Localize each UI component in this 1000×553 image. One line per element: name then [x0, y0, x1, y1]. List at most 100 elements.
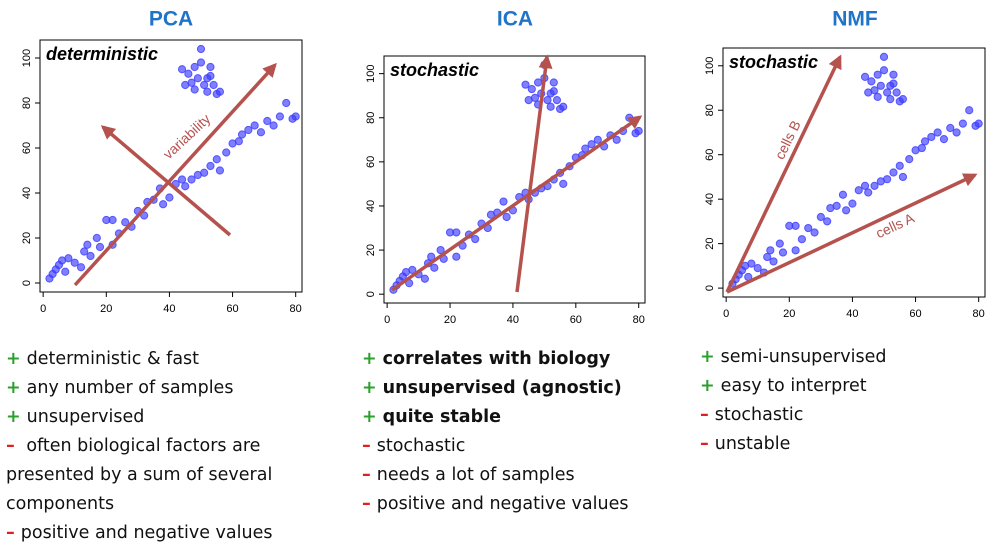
x-tick-label: 80 [290, 303, 302, 315]
note-sign: – [6, 523, 15, 543]
note-text: easy to interpret [720, 376, 867, 396]
point [121, 218, 130, 227]
arrow [515, 54, 553, 293]
point [898, 95, 908, 104]
point [838, 190, 848, 199]
x-tick-label: 60 [570, 314, 582, 326]
point [889, 79, 898, 88]
point [543, 96, 552, 105]
y-tick-label: 20 [21, 232, 33, 244]
point [974, 119, 983, 128]
point [95, 242, 105, 252]
point [524, 96, 533, 105]
point [190, 62, 199, 72]
point [775, 239, 784, 248]
point [747, 259, 756, 268]
note: + unsupervised (agnostic) [362, 374, 692, 403]
note-sign: – [700, 405, 709, 425]
point [177, 65, 187, 74]
point [430, 263, 439, 272]
note-sign: + [362, 378, 377, 398]
point [939, 135, 949, 144]
note-sign: + [6, 407, 21, 427]
note-text: unstable [714, 434, 791, 454]
point [860, 72, 870, 82]
notes: + deterministic & fast + any number of samp… [6, 345, 316, 548]
point [791, 246, 800, 255]
point [181, 182, 190, 191]
note: + any number of samples [6, 374, 316, 403]
point [905, 155, 914, 164]
y-tick-label: 20 [365, 244, 377, 256]
y-tick-label: 20 [704, 238, 716, 250]
point [763, 252, 772, 262]
point [159, 200, 168, 209]
x-tick-label: 80 [633, 314, 645, 326]
note: + unsupervised [6, 403, 316, 432]
y-tick-label: 40 [365, 200, 377, 212]
note-text: often biological factors are presented b… [6, 436, 278, 514]
point [275, 112, 285, 121]
chart-title: ICA [497, 8, 533, 31]
point [927, 132, 936, 142]
point [291, 112, 300, 121]
point [527, 84, 536, 94]
note: + deterministic & fast [6, 345, 316, 374]
note-sign: + [362, 349, 377, 369]
point [870, 181, 879, 190]
point [215, 87, 225, 96]
point [256, 128, 266, 137]
point [889, 168, 898, 177]
point [612, 135, 621, 144]
annotation: deterministic [46, 44, 158, 64]
point [521, 80, 530, 89]
point [502, 212, 511, 222]
point [250, 121, 259, 130]
point [587, 140, 596, 149]
point [200, 168, 209, 177]
annotation: stochastic [729, 52, 818, 72]
note: – stochastic [700, 401, 990, 430]
note-text: unsupervised (agnostic) [382, 378, 622, 398]
point [797, 235, 807, 244]
point [867, 77, 876, 86]
point [209, 80, 218, 90]
point [452, 228, 461, 237]
point [76, 263, 86, 272]
point [420, 274, 429, 283]
point [791, 221, 800, 230]
y-tick-label: 60 [704, 149, 716, 161]
y-tick-label: 60 [365, 156, 377, 168]
point [206, 62, 215, 72]
point [898, 172, 908, 182]
point [873, 70, 882, 79]
x-tick-label: 0 [384, 314, 390, 326]
point [263, 116, 272, 126]
point [237, 130, 247, 139]
point [559, 179, 568, 189]
note: – positive and negative values [6, 519, 316, 548]
note-text: positive and negative values [376, 494, 629, 514]
point [766, 246, 775, 255]
x-tick-label: 60 [909, 308, 921, 320]
point [549, 78, 558, 87]
point [64, 254, 73, 263]
note: – needs a lot of samples [362, 461, 692, 490]
y-tick-label: 40 [704, 193, 716, 205]
point [753, 263, 762, 273]
point [864, 188, 873, 197]
point [920, 137, 930, 146]
point [244, 125, 253, 135]
point [200, 80, 209, 90]
note-sign: – [362, 494, 371, 514]
point [70, 258, 79, 267]
point [816, 212, 825, 222]
point [860, 181, 870, 190]
y-tick-label: 80 [365, 112, 377, 124]
y-tick-label: 80 [21, 97, 33, 109]
note: + easy to interpret [700, 372, 990, 401]
point [958, 119, 968, 128]
point [581, 144, 590, 153]
note-sign: + [6, 378, 21, 398]
